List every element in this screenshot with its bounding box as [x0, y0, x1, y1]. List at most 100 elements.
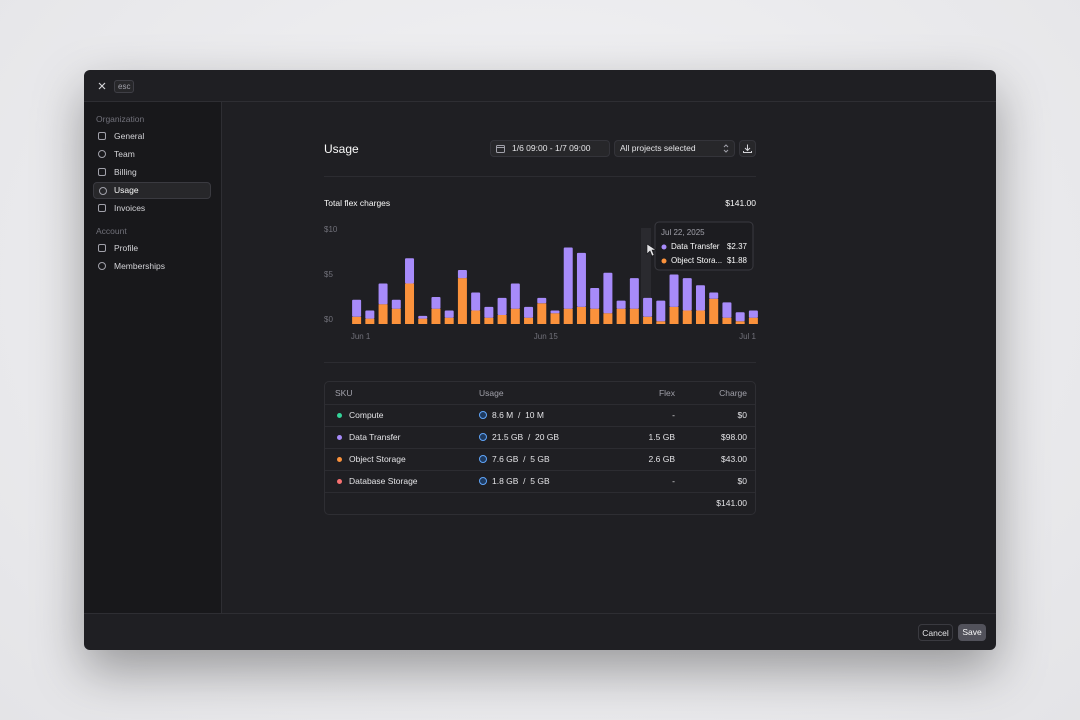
calendar-icon: [496, 145, 505, 153]
nav-icon: [99, 187, 107, 195]
bar-segment: [722, 302, 732, 318]
nav-item[interactable]: Team: [93, 146, 211, 163]
section-heading: Organization: [96, 114, 145, 124]
bar-segment: [510, 283, 520, 309]
tooltip-name: Object Stora...: [671, 256, 722, 265]
bar-segment: [629, 278, 639, 309]
download-icon: [743, 144, 752, 153]
column-header: Charge: [719, 388, 747, 398]
bar-segment: [537, 297, 547, 304]
bar-segment: [524, 306, 534, 318]
bar-segment: [497, 315, 507, 324]
tooltip-swatch: [661, 258, 667, 264]
nav-item[interactable]: Memberships: [93, 258, 211, 275]
nav-icon: [98, 204, 106, 212]
bar-segment: [471, 292, 481, 311]
bar-segment: [709, 292, 719, 299]
cursor: [646, 243, 657, 257]
usage-chart: $0 $5 $10 Jun 1 Jun 15 Jul 1 Jul 22, 2025 Data …: [324, 221, 758, 341]
sku-name: Database Storage: [349, 476, 418, 486]
nav-label: Profile: [114, 243, 139, 253]
bar-segment: [405, 283, 415, 324]
bar-segment: [748, 317, 758, 324]
bar-segment: [457, 278, 467, 324]
table-row: Database Storage 1.8 GB / 5 GB - $0: [325, 470, 755, 493]
bar-segment: [695, 310, 705, 324]
usage-ring: [479, 477, 487, 485]
close-icon[interactable]: [98, 82, 106, 90]
bar-segment: [590, 308, 600, 324]
bar-segment: [405, 258, 415, 284]
table-total: $141.00: [716, 498, 747, 508]
charge-value: $0: [737, 476, 747, 486]
date-range-picker[interactable]: 1/6 09:00 - 1/7 09:00: [490, 140, 610, 157]
settings-modal: esc Organization General Team Billing Usage I…: [84, 70, 996, 650]
status-dot: [337, 435, 342, 440]
divider: [324, 362, 756, 363]
bar-segment: [669, 274, 679, 307]
bar-segment: [709, 298, 719, 324]
bar-segment: [497, 297, 507, 315]
table-row: Data Transfer 21.5 GB / 20 GB 1.5 GB $98.00: [325, 426, 755, 449]
bar-segment: [656, 300, 666, 322]
y-tick-label: $10: [324, 225, 338, 234]
nav-item[interactable]: Billing: [93, 164, 211, 181]
save-button[interactable]: Save: [958, 624, 986, 641]
y-tick-label: $5: [324, 270, 333, 279]
nav-item[interactable]: Usage: [93, 182, 211, 199]
bar-segment: [682, 278, 692, 311]
status-dot: [337, 479, 342, 484]
nav-label: Team: [114, 149, 135, 159]
table-row: Object Storage 7.6 GB / 5 GB 2.6 GB $43.00: [325, 448, 755, 471]
status-dot: [337, 457, 342, 462]
date-range: 1/6 09:00 - 1/7 09:00: [512, 143, 591, 153]
bar-segment: [431, 308, 441, 324]
bar-segment: [563, 247, 573, 309]
download-button[interactable]: [739, 140, 756, 157]
hover-column: [641, 228, 651, 324]
sku-name: Compute: [349, 410, 384, 420]
bar-segment: [550, 313, 560, 324]
flex-value: 1.5 GB: [648, 432, 675, 442]
bar-segment: [378, 304, 388, 324]
nav-item[interactable]: Invoices: [93, 200, 211, 217]
bar-segment: [537, 303, 547, 324]
table-header: SKU Usage Flex Charge: [325, 382, 755, 405]
nav-label: Memberships: [114, 261, 166, 271]
nav-icon: [98, 150, 106, 158]
column-header: Usage: [479, 388, 504, 398]
page-title: Usage: [324, 142, 359, 156]
bar-segment: [735, 312, 745, 322]
nav-label: Invoices: [114, 203, 146, 213]
nav-label: Billing: [114, 167, 137, 177]
flex-value: 2.6 GB: [648, 454, 675, 464]
bar-segment: [471, 310, 481, 324]
bar-segment: [603, 272, 613, 314]
bar-segment: [576, 306, 586, 324]
chevron-icon: [723, 144, 729, 153]
bar-segment: [603, 313, 613, 324]
bar-segment: [629, 308, 639, 324]
nav-item[interactable]: General: [93, 128, 211, 145]
flex-value: -: [672, 410, 675, 420]
status-dot: [337, 413, 342, 418]
x-tick-label: Jun 15: [534, 332, 559, 341]
cancel-button[interactable]: Cancel: [918, 624, 953, 641]
table-total-row: $141.00: [325, 492, 755, 514]
usage-value: 21.5 GB / 20 GB: [492, 432, 560, 442]
project-filter-label: All projects selected: [620, 143, 696, 153]
section-heading: Account: [96, 226, 127, 236]
nav-label: General: [114, 131, 145, 141]
bar-segment: [669, 306, 679, 324]
table-row: Compute 8.6 M / 10 M - $0: [325, 404, 755, 427]
bar-segment: [510, 308, 520, 324]
project-filter[interactable]: All projects selected: [614, 140, 735, 157]
bar-segment: [735, 321, 745, 324]
tooltip-value: $1.88: [727, 256, 748, 265]
sku-name: Object Storage: [349, 454, 406, 464]
bar-segment: [484, 317, 494, 324]
nav-item[interactable]: Profile: [93, 240, 211, 257]
nav-icon: [98, 244, 106, 252]
bar-segment: [418, 318, 428, 324]
